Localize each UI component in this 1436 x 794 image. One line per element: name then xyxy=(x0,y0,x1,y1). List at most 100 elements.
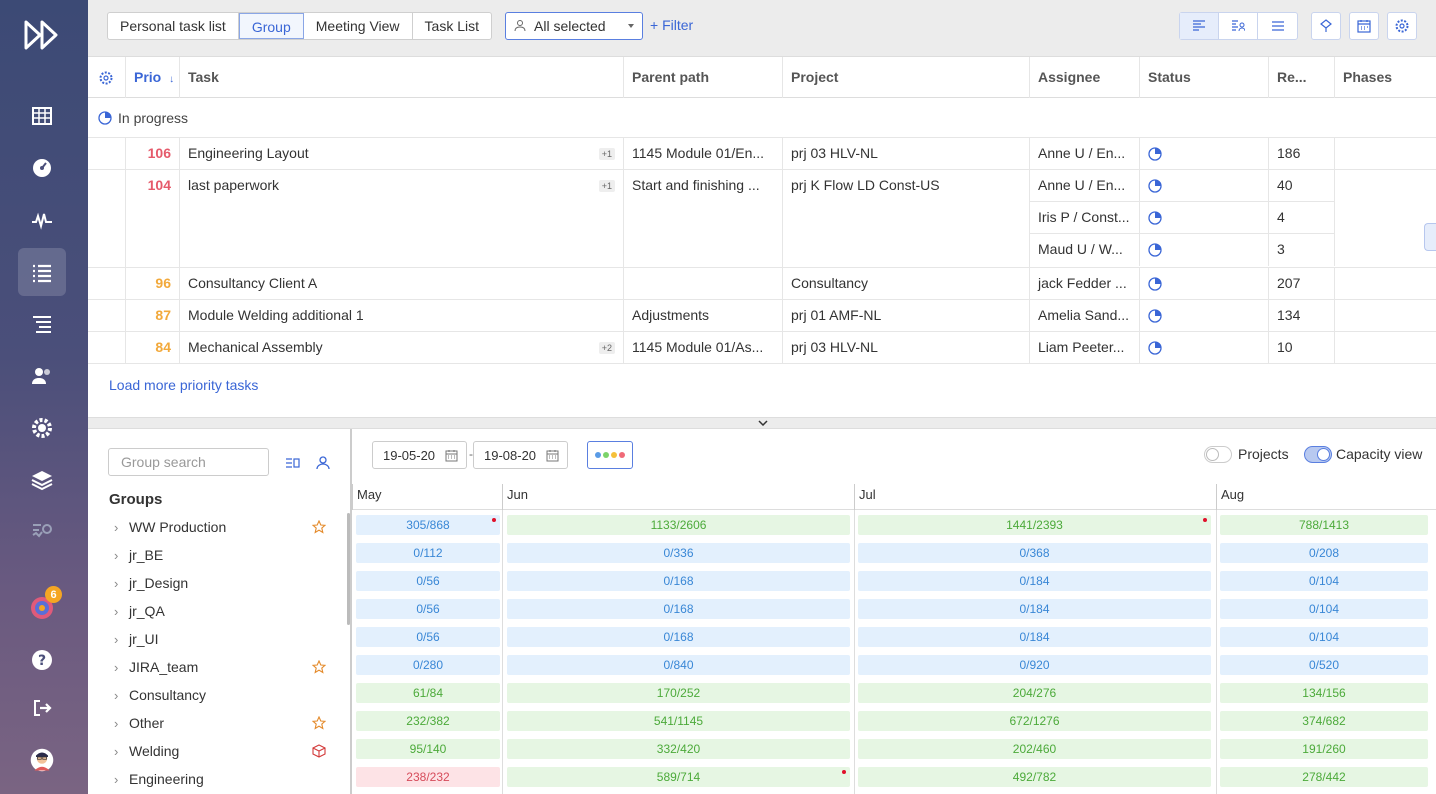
status-cell[interactable] xyxy=(1140,268,1269,300)
task-name-cell[interactable]: Consultancy Client A xyxy=(180,268,624,299)
tab-meeting-view[interactable]: Meeting View xyxy=(304,13,413,39)
group-item[interactable]: › jr_BE xyxy=(114,541,334,569)
remaining-cell[interactable]: 40 xyxy=(1269,170,1335,202)
phases-cell[interactable] xyxy=(1335,268,1436,299)
assignee-cell[interactable]: Anne U / En... xyxy=(1030,170,1140,202)
capacity-cell[interactable]: 191/260 xyxy=(1220,739,1428,759)
assignee-cell[interactable]: Maud U / W... xyxy=(1030,234,1140,266)
status-cell[interactable] xyxy=(1140,170,1269,202)
color-legend-button[interactable] xyxy=(587,441,633,469)
task-name-cell[interactable]: Mechanical Assembly +2 xyxy=(180,332,624,363)
capacity-cell[interactable]: 0/56 xyxy=(356,627,500,647)
project-cell[interactable]: prj 03 HLV-NL xyxy=(783,138,1030,169)
capacity-cell[interactable]: 0/184 xyxy=(858,599,1211,619)
row-select-cell[interactable] xyxy=(88,268,126,299)
capacity-cell[interactable]: 0/208 xyxy=(1220,543,1428,563)
table-row[interactable]: 106 Engineering Layout +1 1145 Module 01/En… xyxy=(88,138,1436,170)
capacity-cell[interactable]: 0/920 xyxy=(858,655,1211,675)
chevron-right-icon[interactable]: › xyxy=(114,547,119,563)
capacity-cell[interactable]: 232/382 xyxy=(356,711,500,731)
assignee-cell[interactable]: Iris P / Const... xyxy=(1030,202,1140,234)
capacity-cell[interactable]: 0/112 xyxy=(356,543,500,563)
capacity-cell[interactable]: 0/168 xyxy=(507,571,850,591)
tab-task-list[interactable]: Task List xyxy=(424,18,480,34)
capacity-cell[interactable]: 61/84 xyxy=(356,683,500,703)
capacity-cell[interactable]: 305/868 xyxy=(356,515,500,535)
capacity-cell[interactable]: 0/56 xyxy=(356,599,500,619)
sidebar-item-profile[interactable] xyxy=(18,736,66,784)
cube-icon[interactable] xyxy=(312,744,326,758)
capacity-cell[interactable]: 788/1413 xyxy=(1220,515,1428,535)
sidebar-item-logout[interactable] xyxy=(18,684,66,732)
parent-path-cell[interactable]: Adjustments xyxy=(624,300,783,331)
capacity-cell[interactable]: 0/104 xyxy=(1220,571,1428,591)
row-select-cell[interactable] xyxy=(88,300,126,331)
parent-path-cell[interactable]: Start and finishing ... xyxy=(624,170,783,267)
table-row[interactable]: 104 last paperwork +1 Start and finishing .… xyxy=(88,170,1436,268)
status-cell[interactable] xyxy=(1140,202,1269,234)
chevron-right-icon[interactable]: › xyxy=(114,715,119,731)
capacity-cell[interactable]: 170/252 xyxy=(507,683,850,703)
star-icon[interactable] xyxy=(311,715,327,730)
capacity-cell[interactable]: 332/420 xyxy=(507,739,850,759)
sidebar-item-help[interactable]: ? xyxy=(18,636,66,684)
milestone-button[interactable] xyxy=(1311,12,1341,40)
capacity-view-toggle[interactable] xyxy=(1304,446,1332,463)
phases-cell[interactable] xyxy=(1335,138,1436,169)
group-item[interactable]: › Consultancy xyxy=(114,681,334,709)
column-settings-button[interactable] xyxy=(88,57,126,98)
row-select-cell[interactable] xyxy=(88,138,126,169)
capacity-cell[interactable]: 0/520 xyxy=(1220,655,1428,675)
person-filter-icon[interactable] xyxy=(315,455,331,471)
remaining-cell[interactable]: 3 xyxy=(1269,234,1335,266)
capacity-cell[interactable]: 0/184 xyxy=(858,571,1211,591)
assignee-cell[interactable]: Liam Peeter... xyxy=(1030,332,1140,364)
task-name-cell[interactable]: Module Welding additional 1 xyxy=(180,300,624,331)
groups-scrollbar[interactable] xyxy=(347,513,350,625)
date-to-input[interactable]: 19-08-20 xyxy=(473,441,568,469)
task-name-cell[interactable]: Engineering Layout +1 xyxy=(180,138,624,169)
star-icon[interactable] xyxy=(311,659,327,674)
extra-count-badge[interactable]: +1 xyxy=(598,180,615,192)
sidebar-item-notifications[interactable]: 6 xyxy=(18,584,66,632)
remaining-cell[interactable]: 10 xyxy=(1269,332,1335,364)
phases-cell[interactable] xyxy=(1335,300,1436,331)
column-header-task[interactable]: Task xyxy=(180,57,624,98)
priority-value[interactable]: 104 xyxy=(126,170,180,267)
capacity-cell[interactable]: 0/368 xyxy=(858,543,1211,563)
group-item[interactable]: › jr_UI xyxy=(114,625,334,653)
group-item[interactable]: › Engineering xyxy=(114,765,334,793)
filter-button[interactable]: + Filter xyxy=(650,17,694,33)
project-cell[interactable]: Consultancy xyxy=(783,268,1030,299)
side-panel-toggle[interactable] xyxy=(1424,223,1436,251)
calendar-button[interactable] xyxy=(1349,12,1379,40)
sidebar-item-grid[interactable] xyxy=(18,92,66,140)
priority-value[interactable]: 84 xyxy=(126,332,180,363)
chevron-right-icon[interactable]: › xyxy=(114,603,119,619)
date-from-input[interactable]: 19-05-20 xyxy=(372,441,467,469)
extra-count-badge[interactable]: +2 xyxy=(598,342,615,354)
capacity-cell[interactable]: 1441/2393 xyxy=(858,515,1211,535)
table-row[interactable]: 96 Consultancy Client A Consultancy jack Fe… xyxy=(88,268,1436,300)
assignee-cell[interactable]: Anne U / En... xyxy=(1030,138,1140,170)
status-cell[interactable] xyxy=(1140,234,1269,266)
group-header-in-progress[interactable]: In progress xyxy=(88,98,1436,138)
panel-resize-handle[interactable] xyxy=(88,417,1436,429)
project-cell[interactable]: prj 01 AMF-NL xyxy=(783,300,1030,331)
group-item[interactable]: › WW Production xyxy=(114,513,334,541)
layout-list-button[interactable] xyxy=(1258,13,1297,39)
status-cell[interactable] xyxy=(1140,300,1269,332)
layout-grouped-button[interactable] xyxy=(1219,13,1258,39)
remaining-cell[interactable]: 186 xyxy=(1269,138,1335,170)
sort-groups-icon[interactable] xyxy=(284,455,300,471)
star-icon[interactable] xyxy=(311,519,327,534)
tab-group[interactable]: Group xyxy=(238,13,304,39)
capacity-cell[interactable]: 134/156 xyxy=(1220,683,1428,703)
assignee-select[interactable]: All selected xyxy=(505,12,643,40)
sidebar-item-tasks[interactable] xyxy=(18,248,66,296)
capacity-cell[interactable]: 0/104 xyxy=(1220,599,1428,619)
capacity-cell[interactable]: 0/840 xyxy=(507,655,850,675)
project-cell[interactable]: prj 03 HLV-NL xyxy=(783,332,1030,363)
capacity-cell[interactable]: 492/782 xyxy=(858,767,1211,787)
phases-cell[interactable] xyxy=(1335,170,1436,267)
